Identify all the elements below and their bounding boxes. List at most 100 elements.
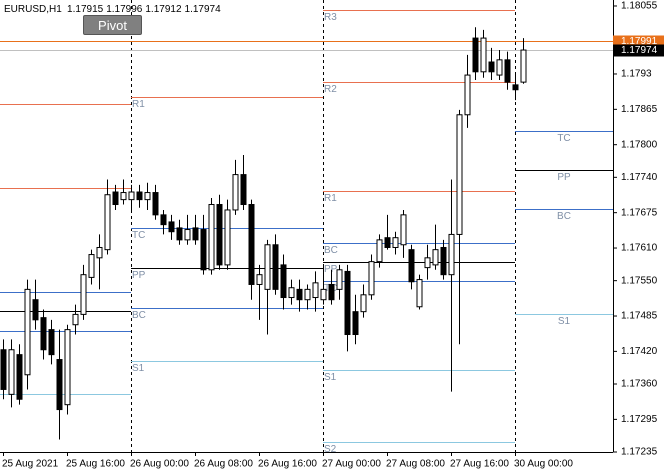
y-tick-label: 1.17485 — [621, 311, 658, 322]
candle-body — [320, 288, 327, 301]
candle-body — [512, 84, 519, 91]
candle-body — [32, 299, 39, 321]
candle-body — [248, 204, 255, 285]
candle-body — [496, 59, 503, 76]
y-tick-label: 1.17550 — [621, 275, 658, 286]
candle-body — [288, 287, 295, 299]
y-tick-label: 1.17865 — [621, 104, 658, 115]
candle-body — [80, 274, 87, 315]
ask-tag-label: 1.17991 — [621, 36, 658, 47]
pivot-label: PP — [132, 270, 146, 281]
candle-body — [120, 192, 127, 201]
candle-body — [336, 269, 343, 290]
candle-body — [280, 264, 287, 299]
header-close: 1.17974 — [185, 4, 222, 15]
candle-body — [240, 174, 247, 206]
pivot-label: R3 — [324, 12, 337, 23]
candle-body — [40, 317, 47, 351]
pivot-label: S1 — [132, 363, 145, 374]
pivot-label: R2 — [324, 84, 337, 95]
bid-tag-label: 1.17974 — [621, 45, 658, 56]
pivot-label: PP — [324, 264, 338, 275]
y-tick-label: 1.17740 — [621, 172, 658, 183]
candle-body — [96, 246, 103, 259]
candle-body — [344, 270, 351, 336]
x-tick-label: 27 Aug 16:00 — [450, 459, 509, 470]
candle-body — [232, 174, 239, 211]
candle-body — [352, 311, 359, 336]
candle-body — [304, 288, 311, 301]
header-high: 1.17996 — [106, 4, 143, 15]
header-open: 1.17915 — [67, 4, 104, 15]
candle-body — [8, 349, 15, 395]
candle-body — [184, 229, 191, 241]
candle-body — [192, 227, 199, 241]
candle-body — [136, 191, 143, 201]
candle-body — [392, 237, 399, 248]
candle-body — [272, 244, 279, 290]
chart-header: EURUSD,H1 1.17915 1.17996 1.17912 1.17974 — [4, 4, 221, 15]
candle-body — [360, 294, 367, 313]
candle-body — [88, 254, 95, 278]
x-tick-label: 27 Aug 08:00 — [386, 459, 445, 470]
candle-body — [72, 313, 79, 326]
candle-body — [160, 214, 167, 226]
y-tick-label: 1.1793 — [621, 69, 652, 80]
x-tick-label: 27 Aug 00:00 — [322, 459, 381, 470]
candle-body — [176, 227, 183, 241]
candle-body — [464, 74, 471, 116]
pivot-label: TC — [132, 230, 145, 241]
header-low: 1.17912 — [145, 4, 182, 15]
pivot-button[interactable]: Pivot — [83, 15, 142, 35]
pivot-label: S2 — [324, 444, 337, 455]
pivot-label: S1 — [558, 316, 571, 327]
candle-body — [480, 37, 487, 73]
candle-body — [416, 279, 423, 308]
plot-area — [0, 0, 613, 452]
candle-body — [400, 214, 407, 246]
x-tick-label: 26 Aug 08:00 — [194, 459, 253, 470]
y-tick-label: 1.17800 — [621, 139, 658, 150]
candle-body — [168, 221, 175, 233]
pivot-label: BC — [324, 245, 338, 256]
candle-body — [264, 244, 271, 290]
candle-body — [328, 283, 335, 301]
x-tick-label: 26 Aug 00:00 — [130, 459, 189, 470]
candle-body — [128, 191, 135, 201]
candle-body — [384, 237, 391, 248]
candle-body — [440, 246, 447, 276]
y-tick-label: 1.17295 — [621, 414, 658, 425]
candle-body — [376, 239, 383, 263]
y-tick-label: 1.17675 — [621, 207, 658, 218]
candle-body — [24, 288, 31, 376]
candle-body — [424, 257, 431, 269]
candle-body — [432, 249, 439, 266]
candle-body — [208, 204, 215, 271]
candle-body — [152, 192, 159, 216]
pivot-label: BC — [557, 211, 571, 222]
y-tick-label: 1.18055 — [621, 1, 658, 12]
candle-body — [56, 359, 63, 411]
candle-body — [504, 59, 511, 83]
candle-body — [368, 261, 375, 296]
y-tick-label: 1.17420 — [621, 346, 658, 357]
candle-body — [488, 61, 495, 73]
candle-body — [448, 233, 455, 276]
pivot-label: BC — [132, 310, 146, 321]
candle-body — [472, 37, 479, 73]
candle-body — [112, 191, 119, 206]
candle-body — [256, 274, 263, 285]
candle-body — [456, 114, 463, 235]
x-tick-label: 26 Aug 16:00 — [258, 459, 317, 470]
candle-body — [312, 282, 319, 299]
candle-body — [48, 329, 55, 356]
pivot-label: R1 — [132, 99, 145, 110]
candle-body — [224, 209, 231, 266]
candle-body — [216, 204, 223, 266]
pivot-label: R1 — [324, 193, 337, 204]
pivot-label: TC — [557, 133, 570, 144]
header-symbol: EURUSD,H1 — [4, 4, 62, 15]
x-tick-label: 25 Aug 16:00 — [66, 459, 125, 470]
